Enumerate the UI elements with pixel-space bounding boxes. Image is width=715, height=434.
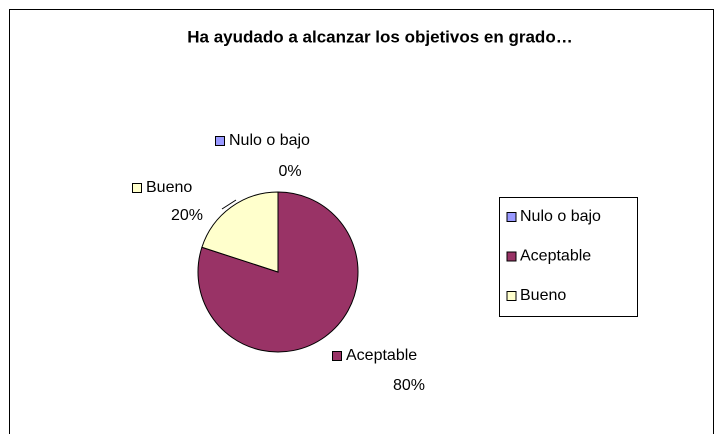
pie-slice (201, 191, 279, 273)
label-key (332, 351, 342, 361)
leader-line (221, 199, 237, 210)
legend-key (506, 251, 517, 262)
chart-title: Ha ayudado a alcanzar los objetivos en g… (187, 27, 572, 46)
legend-label: Bueno (520, 287, 566, 304)
data-label-name: Nulo o bajo (229, 132, 310, 149)
legend-key (506, 212, 517, 222)
legend-key (506, 291, 517, 301)
data-label-name: Aceptable (346, 347, 417, 364)
legend-label: Nulo o bajo (520, 208, 601, 225)
label-key (132, 183, 142, 193)
data-label: 20% (171, 207, 203, 224)
legend-label: Aceptable (520, 248, 591, 265)
label-key (215, 136, 225, 146)
data-label: 80% (393, 377, 425, 394)
legend-box (499, 197, 638, 317)
data-label-name: Bueno (146, 179, 192, 196)
data-label: 0% (278, 163, 301, 180)
